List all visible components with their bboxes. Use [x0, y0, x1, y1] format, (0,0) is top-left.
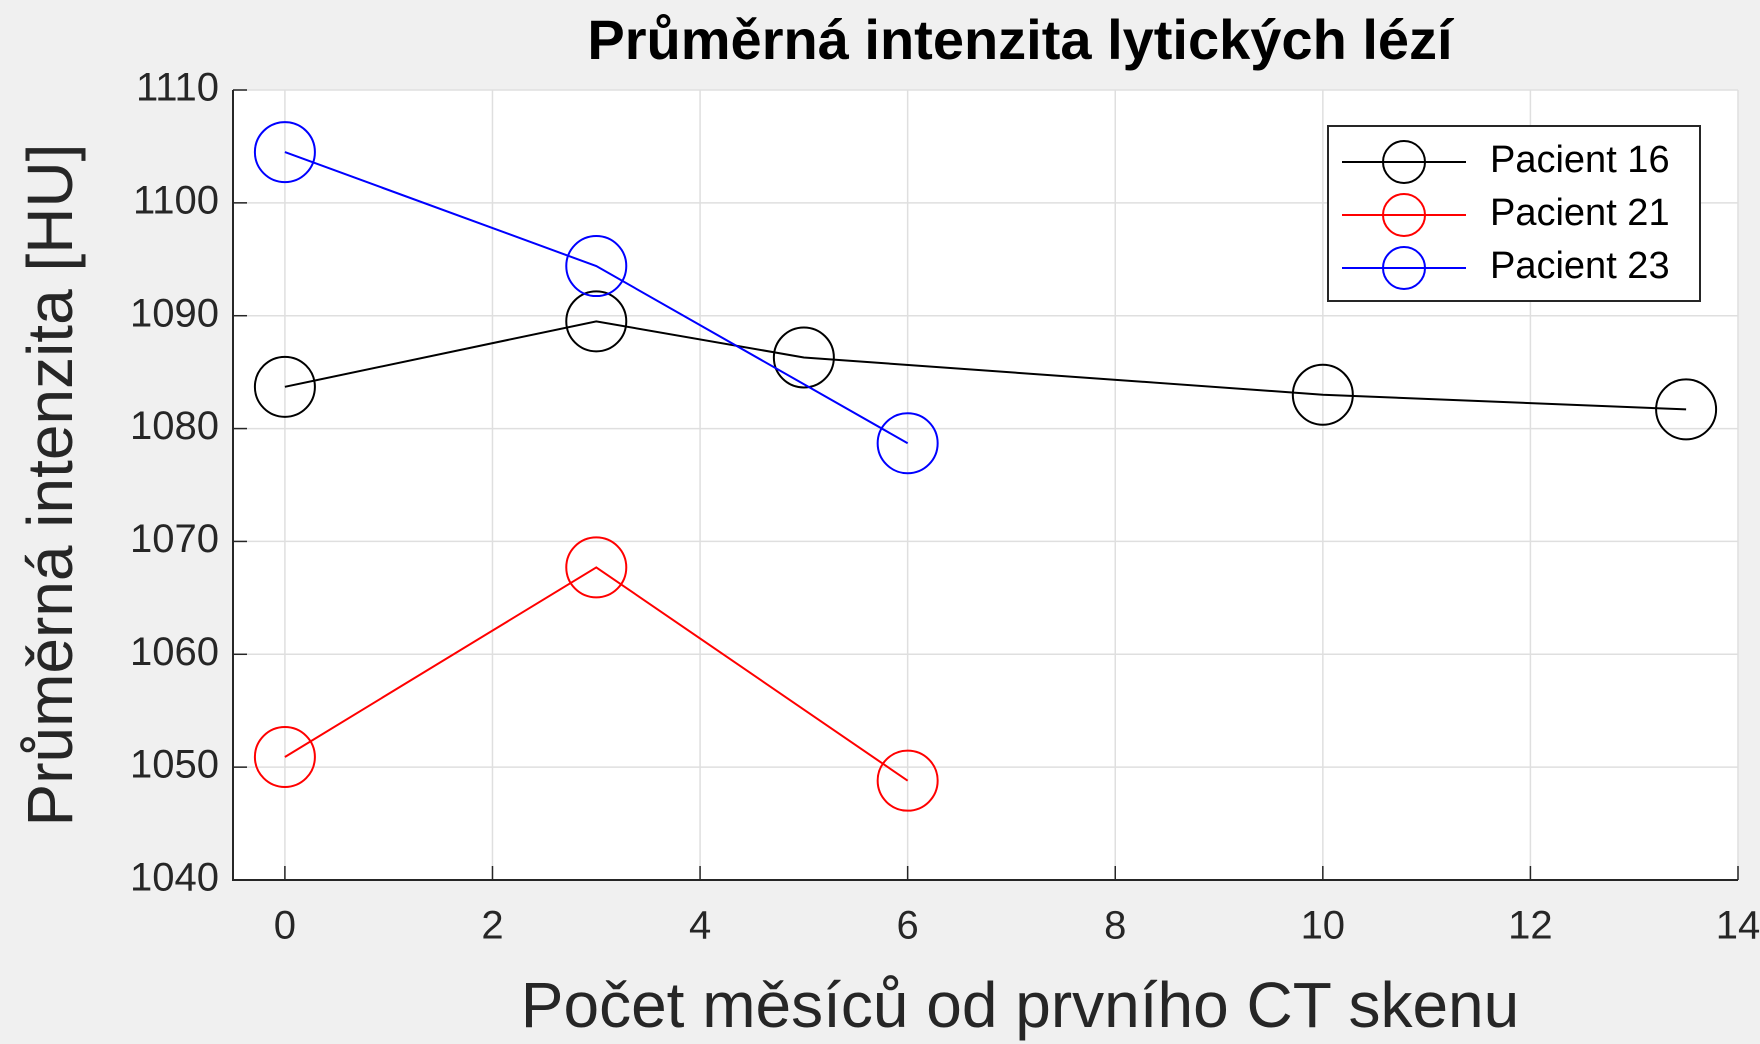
- x-tick-label: 10: [1301, 904, 1346, 948]
- y-tick-label: 1060: [130, 630, 219, 674]
- x-axis-label: Počet měsíců od prvního CT skenu: [521, 969, 1519, 1041]
- x-tick-label: 12: [1508, 904, 1553, 948]
- x-tick-label: 0: [274, 904, 296, 948]
- marker: [772, 326, 835, 389]
- marker: [253, 121, 316, 184]
- x-tick-label: 14: [1716, 904, 1760, 948]
- marker: [1291, 363, 1354, 426]
- axis-line: [232, 90, 1738, 881]
- series-line: [284, 320, 1687, 411]
- marker: [565, 235, 628, 298]
- legend-marker: [1382, 140, 1426, 184]
- series-line: [284, 151, 909, 445]
- series-line: [284, 566, 909, 782]
- x-tick-label: 6: [897, 904, 919, 948]
- marker: [876, 412, 939, 475]
- y-tick-label: 1080: [130, 404, 219, 448]
- marker: [253, 355, 316, 418]
- marker: [565, 536, 628, 599]
- y-tick-label: 1110: [136, 66, 219, 110]
- legend-marker: [1382, 193, 1426, 237]
- marker: [876, 749, 939, 812]
- legend-label: Pacient 23: [1490, 245, 1670, 287]
- legend-label: Pacient 21: [1490, 192, 1670, 234]
- y-tick-label: 1100: [133, 178, 219, 222]
- x-tick-label: 8: [1104, 904, 1126, 948]
- marker: [1655, 378, 1718, 441]
- y-axis-label: Průměrná intenzita [HU]: [14, 144, 86, 827]
- legend-label: Pacient 16: [1490, 139, 1670, 181]
- y-tick-label: 1090: [130, 291, 219, 335]
- legend-box: [1327, 125, 1701, 302]
- legend-marker: [1382, 246, 1426, 290]
- marker: [253, 725, 316, 788]
- x-tick-label: 2: [481, 904, 503, 948]
- y-tick-label: 1050: [130, 743, 219, 787]
- y-tick-label: 1070: [130, 517, 219, 561]
- marker: [565, 290, 628, 353]
- chart-title: Průměrná intenzita lytických lézí: [587, 8, 1455, 71]
- y-tick-label: 1040: [130, 856, 219, 900]
- x-tick-label: 4: [689, 904, 711, 948]
